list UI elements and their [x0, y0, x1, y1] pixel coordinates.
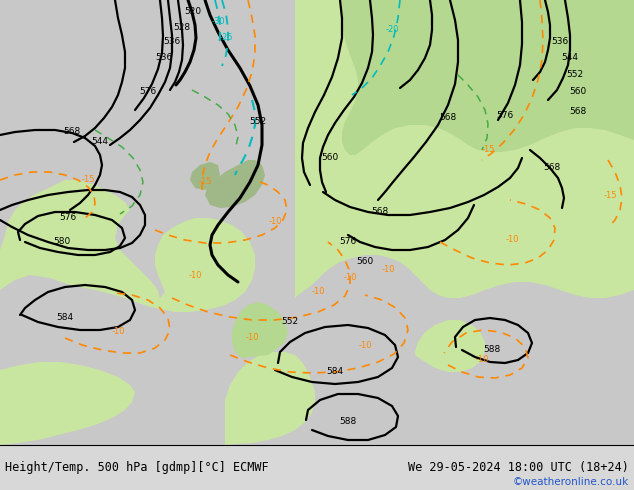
Text: 560: 560 — [569, 88, 586, 97]
Text: -15: -15 — [603, 191, 617, 199]
Text: 536: 536 — [164, 38, 181, 47]
Text: 568: 568 — [372, 207, 389, 217]
Text: -10: -10 — [381, 266, 395, 274]
Polygon shape — [0, 445, 634, 490]
Text: 576: 576 — [139, 88, 157, 97]
Text: 552: 552 — [566, 71, 583, 79]
Text: 568: 568 — [63, 127, 81, 137]
Text: -10: -10 — [311, 288, 325, 296]
Text: -10: -10 — [476, 356, 489, 365]
Polygon shape — [340, 0, 634, 155]
Text: 552: 552 — [249, 118, 266, 126]
Text: ©weatheronline.co.uk: ©weatheronline.co.uk — [513, 477, 629, 487]
Text: 584: 584 — [327, 368, 344, 376]
Text: 568: 568 — [543, 164, 560, 172]
Text: 544: 544 — [91, 138, 108, 147]
Text: 560: 560 — [321, 153, 339, 163]
Text: 580: 580 — [53, 238, 70, 246]
Polygon shape — [295, 0, 634, 298]
Polygon shape — [225, 352, 315, 445]
Polygon shape — [205, 160, 265, 208]
Text: 588: 588 — [339, 417, 356, 426]
Text: -15: -15 — [198, 177, 212, 187]
Text: Height/Temp. 500 hPa [gdmp][°C] ECMWF: Height/Temp. 500 hPa [gdmp][°C] ECMWF — [5, 462, 269, 474]
Text: 560: 560 — [356, 258, 373, 267]
Text: -10: -10 — [505, 236, 519, 245]
Polygon shape — [0, 180, 160, 445]
Text: 552: 552 — [281, 318, 299, 326]
Text: -15: -15 — [81, 175, 94, 185]
Polygon shape — [415, 320, 485, 372]
Text: 544: 544 — [562, 53, 578, 63]
Text: We 29-05-2024 18:00 UTC (18+24): We 29-05-2024 18:00 UTC (18+24) — [408, 462, 629, 474]
Text: 520: 520 — [184, 7, 202, 17]
Text: -30: -30 — [211, 18, 225, 26]
Text: 536: 536 — [155, 53, 172, 63]
Polygon shape — [190, 162, 220, 190]
Text: 536: 536 — [552, 38, 569, 47]
Text: 584: 584 — [56, 314, 74, 322]
Polygon shape — [130, 218, 255, 312]
Polygon shape — [0, 0, 634, 445]
Text: 576: 576 — [339, 238, 356, 246]
Text: -10: -10 — [245, 334, 259, 343]
Text: -25: -25 — [219, 33, 233, 43]
Text: 588: 588 — [483, 345, 501, 354]
Text: 568: 568 — [569, 107, 586, 117]
Text: -10: -10 — [268, 218, 281, 226]
Text: 568: 568 — [439, 114, 456, 122]
Text: 528: 528 — [174, 24, 191, 32]
Polygon shape — [0, 362, 135, 445]
Polygon shape — [232, 302, 288, 358]
Text: -10: -10 — [343, 272, 357, 281]
Text: 576: 576 — [496, 111, 514, 120]
Text: -10: -10 — [111, 327, 125, 337]
Text: -10: -10 — [358, 341, 372, 349]
Text: -15: -15 — [481, 146, 495, 154]
Text: 576: 576 — [60, 214, 77, 222]
Text: -10: -10 — [188, 270, 202, 279]
Text: -20: -20 — [385, 25, 399, 34]
